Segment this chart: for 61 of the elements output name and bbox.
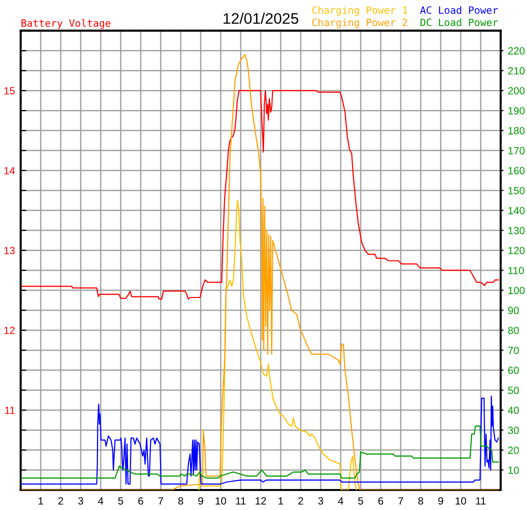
- y2-tick-label: 10: [508, 466, 519, 474]
- y2-tick-label: 180: [508, 127, 525, 134]
- chart-title: 12/01/2025: [224, 12, 298, 24]
- y2-tick-label: 210: [508, 67, 525, 75]
- y2-tick-label: 70: [508, 346, 519, 354]
- y-tick-label: 15: [4, 87, 15, 94]
- x-tick-label: 8: [178, 497, 184, 505]
- x-tick-label: 11: [236, 497, 246, 504]
- line-series: [198, 200, 358, 490]
- y2-tick-label: 20: [508, 446, 519, 454]
- x-tick-label: 5: [358, 497, 364, 505]
- y2-tick-label: 110: [508, 266, 524, 274]
- x-tick-label: 10: [216, 497, 226, 505]
- y2-tick-label: 100: [508, 286, 525, 294]
- y2-tick-label: 220: [508, 47, 525, 55]
- x-tick-label: 6: [138, 497, 144, 505]
- x-tick-label: 1: [278, 497, 284, 504]
- x-tick-label: 4: [338, 497, 344, 504]
- text: DC Load Power: [420, 18, 498, 26]
- y2-tick-label: 190: [508, 107, 525, 114]
- y2-tick-label: 160: [508, 166, 525, 174]
- x-tick-label: 2: [58, 497, 64, 504]
- x-tick-label: 9: [438, 497, 444, 505]
- x-tick-label: 2: [298, 497, 304, 504]
- y-tick-label: 12: [4, 326, 15, 334]
- x-tick-label: 6: [378, 497, 384, 505]
- y-tick-label: 13: [4, 246, 15, 254]
- text: AC Load Power: [420, 6, 498, 14]
- y2-tick-label: 170: [508, 147, 525, 154]
- y2-tick-label: 40: [508, 406, 519, 414]
- x-tick-label: 4: [98, 497, 104, 504]
- x-tick-label: 5: [118, 497, 124, 505]
- line-series: [20, 396, 499, 485]
- x-tick-label: 10: [456, 497, 466, 505]
- y-axis-title: Battery Voltage: [22, 19, 110, 29]
- x-tick-label: 3: [78, 497, 84, 505]
- y2-tick-label: 120: [508, 246, 525, 254]
- text: Charging Power 1: [312, 6, 408, 16]
- y2-tick-label: 200: [508, 87, 525, 94]
- line-series: [20, 54, 499, 490]
- y2-tick-label: 150: [508, 186, 525, 194]
- x-tick-label: 11: [476, 497, 486, 504]
- y2-tick-label: 50: [508, 386, 519, 394]
- line-series: [20, 90, 499, 300]
- x-tick-label: 1: [38, 497, 44, 504]
- x-tick-label: 9: [198, 497, 204, 505]
- x-tick-label: 7: [158, 497, 164, 504]
- y2-tick-label: 60: [508, 366, 519, 374]
- y-tick-label: 14: [4, 167, 15, 174]
- x-tick-label: 7: [398, 497, 404, 504]
- y2-tick-label: 30: [508, 426, 519, 434]
- x-tick-label: 12: [256, 497, 266, 504]
- text: Charging Power 2: [312, 18, 408, 28]
- line-series: [20, 426, 499, 479]
- x-tick-label: 3: [318, 497, 324, 505]
- x-tick-label: 8: [418, 497, 424, 505]
- y2-tick-label: 140: [508, 206, 525, 214]
- y2-tick-label: 130: [508, 226, 525, 234]
- y2-tick-label: 80: [508, 326, 519, 334]
- y2-tick-label: 90: [508, 306, 519, 314]
- y-tick-label: 11: [5, 406, 15, 414]
